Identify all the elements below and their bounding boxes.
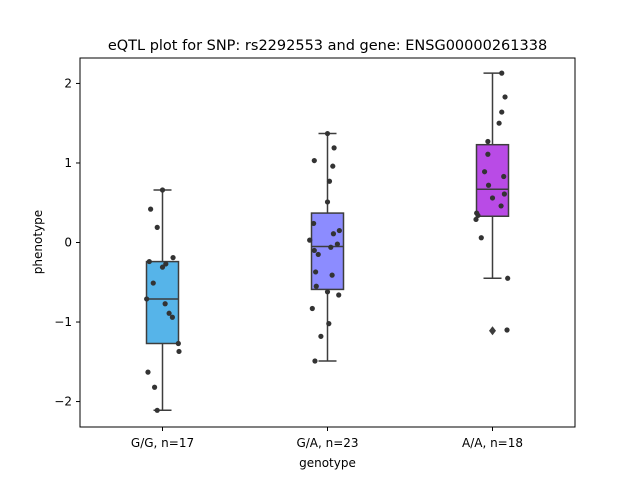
- data-point: [498, 203, 504, 209]
- data-point: [478, 235, 484, 241]
- y-tick-label: 2: [64, 76, 72, 90]
- data-point: [331, 145, 337, 151]
- data-point: [311, 247, 317, 254]
- chart-title: eQTL plot for SNP: rs2292553 and gene: E…: [108, 38, 547, 54]
- data-point: [313, 283, 319, 289]
- data-point: [324, 289, 331, 295]
- x-tick-label: G/G, n=17: [131, 436, 194, 450]
- data-point: [159, 264, 166, 270]
- data-point: [313, 269, 319, 275]
- x-tick-label: A/A, n=18: [462, 436, 523, 450]
- data-point: [475, 212, 481, 219]
- outlier-marker: [489, 326, 496, 336]
- data-point: [175, 340, 181, 347]
- data-point: [312, 358, 318, 364]
- data-point: [330, 163, 336, 169]
- y-tick-label: 0: [64, 236, 72, 250]
- data-point: [163, 261, 169, 267]
- plot-area: −2 −1 0 1 2 G/G, n=17 G/A, n=23 A/A, n=18: [54, 70, 523, 450]
- data-point: [502, 94, 508, 100]
- data-point: [328, 244, 334, 250]
- data-point: [162, 301, 168, 307]
- data-point: [315, 251, 321, 258]
- data-point: [148, 206, 154, 212]
- data-point: [496, 120, 502, 126]
- data-point: [336, 227, 342, 234]
- data-point: [154, 407, 160, 413]
- data-point: [485, 151, 491, 157]
- data-point: [499, 70, 505, 76]
- data-point: [309, 305, 315, 312]
- data-point: [150, 280, 156, 286]
- data-point: [501, 173, 507, 180]
- y-tick-label: −1: [54, 315, 72, 329]
- y-axis-label: phenotype: [31, 210, 45, 274]
- data-point: [144, 296, 150, 302]
- data-point: [501, 191, 507, 197]
- plot-frame: [79, 57, 576, 428]
- data-point: [307, 237, 313, 243]
- data-point: [489, 195, 496, 201]
- data-point: [145, 369, 151, 375]
- box-iqr: [145, 260, 180, 345]
- data-point: [329, 272, 335, 278]
- data-point: [504, 327, 510, 333]
- data-point: [505, 275, 511, 281]
- data-point: [485, 138, 491, 145]
- data-point: [473, 216, 479, 223]
- data-point: [170, 255, 176, 261]
- data-point: [330, 231, 337, 237]
- data-point: [318, 333, 324, 339]
- data-point: [159, 187, 166, 193]
- data-point: [154, 224, 160, 230]
- data-point: [166, 310, 172, 316]
- data-point: [326, 178, 333, 184]
- data-point: [334, 241, 340, 247]
- y-tick-label: −2: [54, 395, 72, 409]
- data-point: [311, 220, 317, 227]
- data-point: [324, 130, 331, 137]
- data-point: [481, 169, 488, 175]
- y-tick-label: 1: [64, 156, 72, 170]
- box-iqr: [475, 143, 510, 218]
- data-point: [499, 109, 505, 115]
- data-point: [311, 157, 317, 164]
- data-point: [151, 384, 158, 390]
- x-axis-label: genotype: [299, 456, 356, 470]
- data-point: [169, 314, 175, 320]
- data-point: [176, 348, 182, 355]
- data-point: [485, 182, 492, 188]
- data-point: [324, 199, 331, 205]
- data-point: [336, 292, 342, 298]
- data-point: [146, 258, 152, 265]
- data-point: [326, 321, 332, 327]
- x-tick-label: G/A, n=23: [296, 436, 358, 450]
